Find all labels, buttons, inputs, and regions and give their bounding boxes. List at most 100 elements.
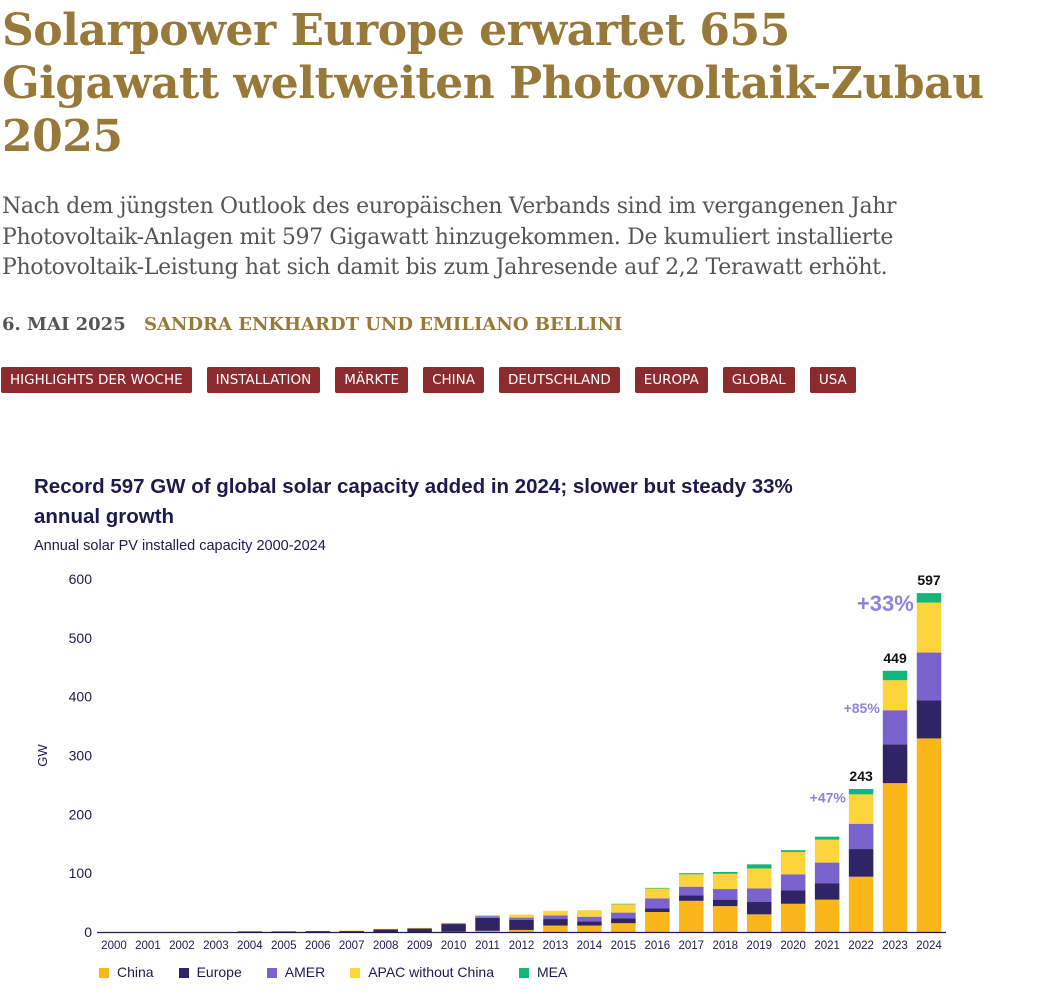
bar-segment-apac-without-china-2013 <box>543 910 568 916</box>
bar-segment-europe-2019 <box>746 901 772 915</box>
bar-segment-apac-without-china-2014 <box>577 910 602 917</box>
bar-segment-amer-2012 <box>509 917 534 920</box>
tag-maerkte[interactable]: MÄRKTE <box>335 367 409 393</box>
x-tick-label: 2018 <box>712 940 738 952</box>
y-tick-label: 0 <box>84 924 92 940</box>
bar-segment-amer-2018 <box>713 889 738 900</box>
legend-swatch <box>350 968 361 978</box>
total-label-2022: 243 <box>849 768 873 784</box>
y-tick-label: 300 <box>69 748 93 764</box>
bar-segment-apac-without-china-2017 <box>679 874 704 887</box>
tag-list: HIGHLIGHTS DER WOCHE INSTALLATION MÄRKTE CH… <box>1 367 871 393</box>
tag-china[interactable]: CHINA <box>423 367 484 393</box>
x-tick-label: 2005 <box>271 940 297 952</box>
bar-segment-mea-2024 <box>916 593 942 603</box>
total-label-2023: 449 <box>883 650 907 666</box>
legend-swatch <box>266 968 277 978</box>
growth-annotation-2023: +85% <box>844 700 881 716</box>
bar-segment-china-2018 <box>713 906 738 932</box>
x-tick-label: 2002 <box>169 940 195 952</box>
bar-segment-amer-2015 <box>611 912 636 919</box>
bar-segment-amer-2019 <box>746 888 772 902</box>
bar-segment-apac-without-china-2023 <box>882 680 908 711</box>
x-tick-label: 2000 <box>101 940 127 952</box>
bar-segment-apac-without-china-2010 <box>441 922 466 924</box>
x-tick-label: 2022 <box>848 940 874 952</box>
bar-segment-china-2012 <box>509 929 534 932</box>
chart-title: Record 597 GW of global solar capacity a… <box>34 475 793 528</box>
bar-segment-amer-2022 <box>848 823 874 850</box>
article-authors[interactable]: SANDRA ENKHARDT UND EMILIANO BELLINI <box>144 314 623 335</box>
bar-segment-amer-2011 <box>475 916 500 918</box>
bar-segment-china-2015 <box>611 923 636 932</box>
x-tick-label: 2020 <box>780 940 806 952</box>
bar-segment-mea-2016 <box>645 887 670 889</box>
bar-segment-amer-2017 <box>679 886 704 896</box>
bar-segment-china-2016 <box>645 911 670 932</box>
article-lead: Nach dem jüngsten Outlook des europäisch… <box>2 194 897 280</box>
x-tick-label: 2013 <box>543 940 569 952</box>
bar-segment-china-2011 <box>475 930 500 932</box>
bar-segment-apac-without-china-2016 <box>645 888 670 899</box>
bar-segment-europe-2024 <box>916 700 942 739</box>
bar-segment-europe-2021 <box>814 883 840 900</box>
bar-segment-europe-2006 <box>305 931 330 932</box>
y-tick-label: 100 <box>69 865 93 881</box>
article-headline: Solarpower Europe erwartet 655 Gigawatt … <box>2 5 984 162</box>
bar-segment-mea-2019 <box>746 864 772 869</box>
x-tick-label: 2006 <box>305 940 331 952</box>
x-tick-label: 2015 <box>611 940 637 952</box>
bar-segment-apac-without-china-2020 <box>780 851 806 875</box>
legend-label: China <box>117 964 154 980</box>
bar-segment-europe-2010 <box>441 924 466 932</box>
legend-swatch <box>519 968 530 978</box>
bar-segment-mea-2017 <box>679 873 704 875</box>
y-tick-label: 500 <box>69 630 93 646</box>
bar-segment-apac-without-china-2022 <box>848 794 874 824</box>
bar-segment-europe-2007 <box>339 930 364 932</box>
x-tick-label: 2004 <box>237 940 263 952</box>
tag-usa[interactable]: USA <box>809 367 856 393</box>
tag-deutschland[interactable]: DEUTSCHLAND <box>498 367 620 393</box>
bar-segment-china-2021 <box>814 899 840 932</box>
bar-segment-apac-without-china-2008 <box>373 928 398 930</box>
bar-segment-europe-2008 <box>373 929 398 932</box>
x-tick-label: 2023 <box>882 940 908 952</box>
bar-segment-europe-2012 <box>509 919 534 930</box>
legend-item-china: China <box>99 964 154 980</box>
x-tick-label: 2001 <box>135 940 161 952</box>
bar-segment-europe-2023 <box>882 744 908 784</box>
bar-segment-mea-2018 <box>713 871 738 874</box>
bar-segment-china-2017 <box>679 900 704 932</box>
bar-segment-apac-without-china-2015 <box>611 904 636 913</box>
bar-segment-apac-without-china-2018 <box>713 873 738 890</box>
bar-segment-europe-2020 <box>780 890 806 904</box>
bar-segment-europe-2009 <box>407 928 432 932</box>
bar-segment-mea-2023 <box>882 670 908 681</box>
bar-segment-amer-2020 <box>780 874 806 891</box>
bar-segment-amer-2024 <box>916 652 942 701</box>
legend-item-europe: Europe <box>178 964 242 980</box>
bar-segment-amer-2023 <box>882 710 908 745</box>
legend-item-mea: MEA <box>519 964 567 980</box>
x-tick-label: 2011 <box>475 940 500 952</box>
bar-segment-apac-without-china-2024 <box>916 602 942 653</box>
bar-segment-china-2013 <box>543 925 568 932</box>
x-tick-label: 2010 <box>441 940 467 952</box>
bar-segment-china-2023 <box>882 783 908 932</box>
tag-global[interactable]: GLOBAL <box>722 367 795 393</box>
bar-segment-mea-2015 <box>611 903 636 905</box>
bar-segment-apac-without-china-2012 <box>509 914 534 918</box>
bar-segment-europe-2017 <box>679 895 704 901</box>
bar-segment-china-2020 <box>780 903 806 932</box>
legend-swatch <box>99 968 109 978</box>
bar-segment-apac-without-china-2007 <box>339 930 364 932</box>
growth-annotation-2022: +47% <box>810 790 847 806</box>
tag-highlights[interactable]: HIGHLIGHTS DER WOCHE <box>1 367 192 393</box>
bar-segment-europe-2005 <box>271 931 297 933</box>
legend-label: AMER <box>284 964 326 980</box>
x-tick-label: 2007 <box>339 940 365 952</box>
y-tick-label: 600 <box>69 571 93 587</box>
tag-installation[interactable]: INSTALLATION <box>206 367 321 393</box>
tag-europa[interactable]: EUROPA <box>634 367 708 393</box>
